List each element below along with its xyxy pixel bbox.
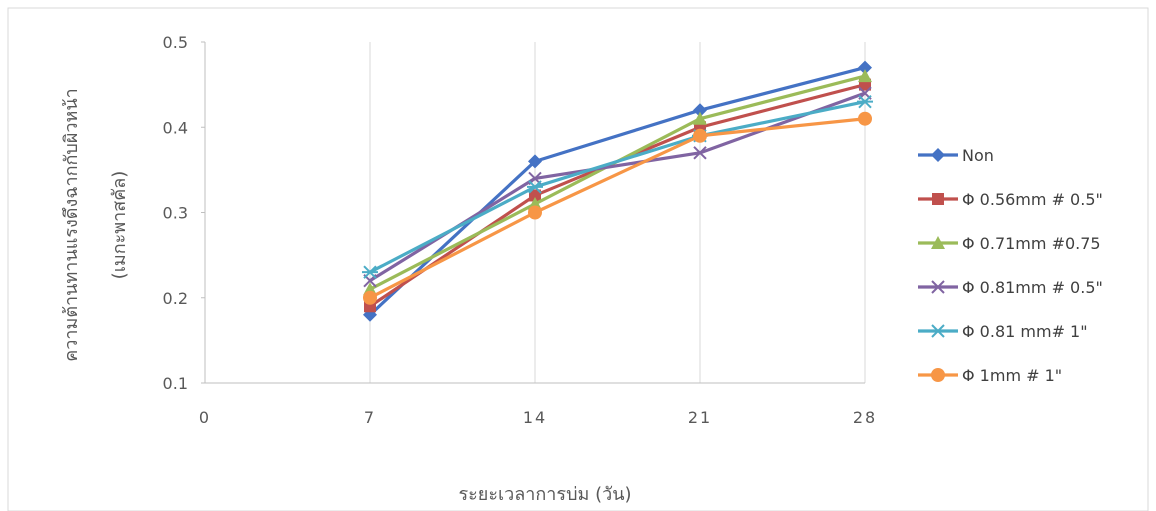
legend-label: Φ 0.81 mm# 1" <box>962 322 1088 341</box>
y-axis-title: ความต้านทานแรงดึงฉากกับผิวหน้า <box>61 88 82 362</box>
legend-item: Non <box>918 146 994 165</box>
data-point-marker <box>858 111 872 126</box>
data-point-marker <box>529 189 541 202</box>
legend-marker <box>931 148 945 162</box>
x-tick-label: 21 <box>688 408 712 427</box>
series-group <box>362 60 873 322</box>
data-point-marker <box>858 69 872 83</box>
x-tick-labels: 0 7 14 21 28 <box>199 408 877 427</box>
legend-label: Non <box>962 146 994 165</box>
legend-marker <box>931 368 945 382</box>
y-tick-label: 0.4 <box>163 118 188 137</box>
legend-item: Φ 1mm # 1" <box>918 366 1062 385</box>
legend-item: Φ 0.71mm #0.75 <box>918 234 1101 253</box>
legend-label: Φ 0.71mm #0.75 <box>962 234 1101 253</box>
y-tick-label: 0.1 <box>163 374 188 393</box>
legend-item: Φ 0.56mm # 0.5" <box>918 190 1103 209</box>
data-point-marker <box>693 111 707 125</box>
y-tick-label: 0.5 <box>163 33 188 52</box>
legend-label: Φ 1mm # 1" <box>962 366 1062 385</box>
legend-marker <box>931 236 945 249</box>
y-tick-label: 0.3 <box>163 204 188 223</box>
data-point-marker <box>528 205 542 220</box>
legend-item: Φ 0.81 mm# 1" <box>918 322 1088 341</box>
data-point-marker <box>527 180 543 194</box>
series-line <box>368 66 866 316</box>
data-point-marker <box>857 94 873 109</box>
data-point-marker <box>363 290 377 305</box>
x-tick-label: 14 <box>523 408 547 427</box>
axes <box>204 42 865 384</box>
series-5 <box>363 111 872 305</box>
data-point-marker <box>693 146 707 160</box>
y-axis-subtitle: (เมกะพาสคัล) <box>109 171 130 280</box>
legend-marker <box>931 280 945 294</box>
legend-marker <box>930 324 946 338</box>
x-tick-label: 7 <box>364 408 376 427</box>
legend-label: Φ 0.81mm # 0.5" <box>962 278 1103 297</box>
legend: Non Φ 0.56mm # 0.5" Φ 0.71mm #0.75 Φ 0.81mm… <box>918 146 1103 385</box>
chart-border <box>7 7 1149 511</box>
series-1 <box>364 78 871 313</box>
y-tick-labels: 0.1 0.2 0.3 0.4 0.5 <box>163 33 188 393</box>
data-point-marker <box>528 154 542 169</box>
x-axis-title: ระยะเวลาการบ่ม (วัน) <box>458 484 631 505</box>
series-0 <box>363 60 872 322</box>
data-point-marker <box>693 103 707 118</box>
data-point-marker <box>362 265 378 279</box>
legend-marker <box>932 193 944 205</box>
series-line <box>369 100 866 274</box>
y-tick-label: 0.2 <box>163 289 188 308</box>
data-point-marker <box>858 60 872 75</box>
x-tick-label: 28 <box>853 408 877 427</box>
series-line <box>369 117 866 300</box>
legend-label: Φ 0.56mm # 0.5" <box>962 190 1103 209</box>
x-tick-label: 0 <box>199 408 211 427</box>
data-point-marker <box>693 128 707 143</box>
legend-item: Φ 0.81mm # 0.5" <box>918 278 1103 297</box>
